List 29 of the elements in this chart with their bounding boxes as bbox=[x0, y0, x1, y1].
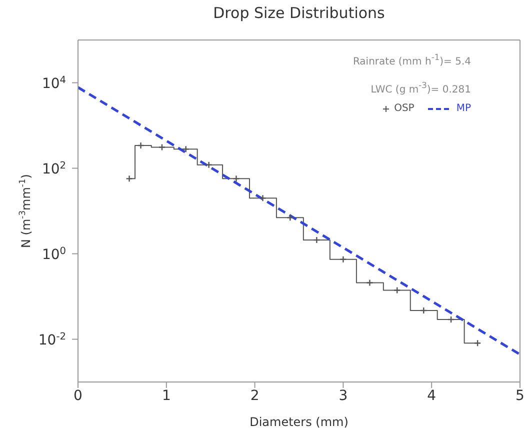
point bbox=[340, 256, 347, 263]
x-tick-label: 4 bbox=[427, 388, 436, 404]
point bbox=[259, 194, 266, 202]
x-tick-label: 1 bbox=[162, 388, 171, 404]
point bbox=[137, 142, 144, 150]
point bbox=[182, 146, 190, 153]
x-axis-title: Diameters (mm) bbox=[250, 415, 348, 429]
point bbox=[313, 236, 320, 244]
point bbox=[394, 286, 401, 294]
point bbox=[286, 214, 294, 222]
x-tick-label: 0 bbox=[74, 388, 82, 404]
legend-label: OSP bbox=[393, 103, 414, 114]
y-tick-label: 10$^{2}$ bbox=[42, 160, 66, 178]
point bbox=[205, 161, 212, 168]
y-tick-label: 10$^{0}$ bbox=[42, 245, 66, 263]
annotation: Rainrate (mm h$^{-1}$)= 5.4 bbox=[352, 52, 471, 68]
point bbox=[158, 144, 166, 151]
x-tick-label: 3 bbox=[338, 388, 348, 404]
y-tick-label: 10$^{-2}$ bbox=[38, 330, 66, 348]
point bbox=[420, 306, 428, 314]
y-tick-label: 10$^{4}$ bbox=[42, 74, 66, 92]
point bbox=[366, 279, 374, 286]
x-tick-label: 5 bbox=[516, 388, 524, 404]
chart-title: Drop Size Distributions bbox=[212, 4, 386, 22]
point bbox=[232, 175, 240, 182]
x-tick-label: 2 bbox=[250, 388, 260, 404]
annotation: LWC (g m$^{-3}$)= 0.281 bbox=[370, 80, 471, 96]
point bbox=[447, 316, 455, 324]
legend-label: MP bbox=[455, 103, 471, 114]
